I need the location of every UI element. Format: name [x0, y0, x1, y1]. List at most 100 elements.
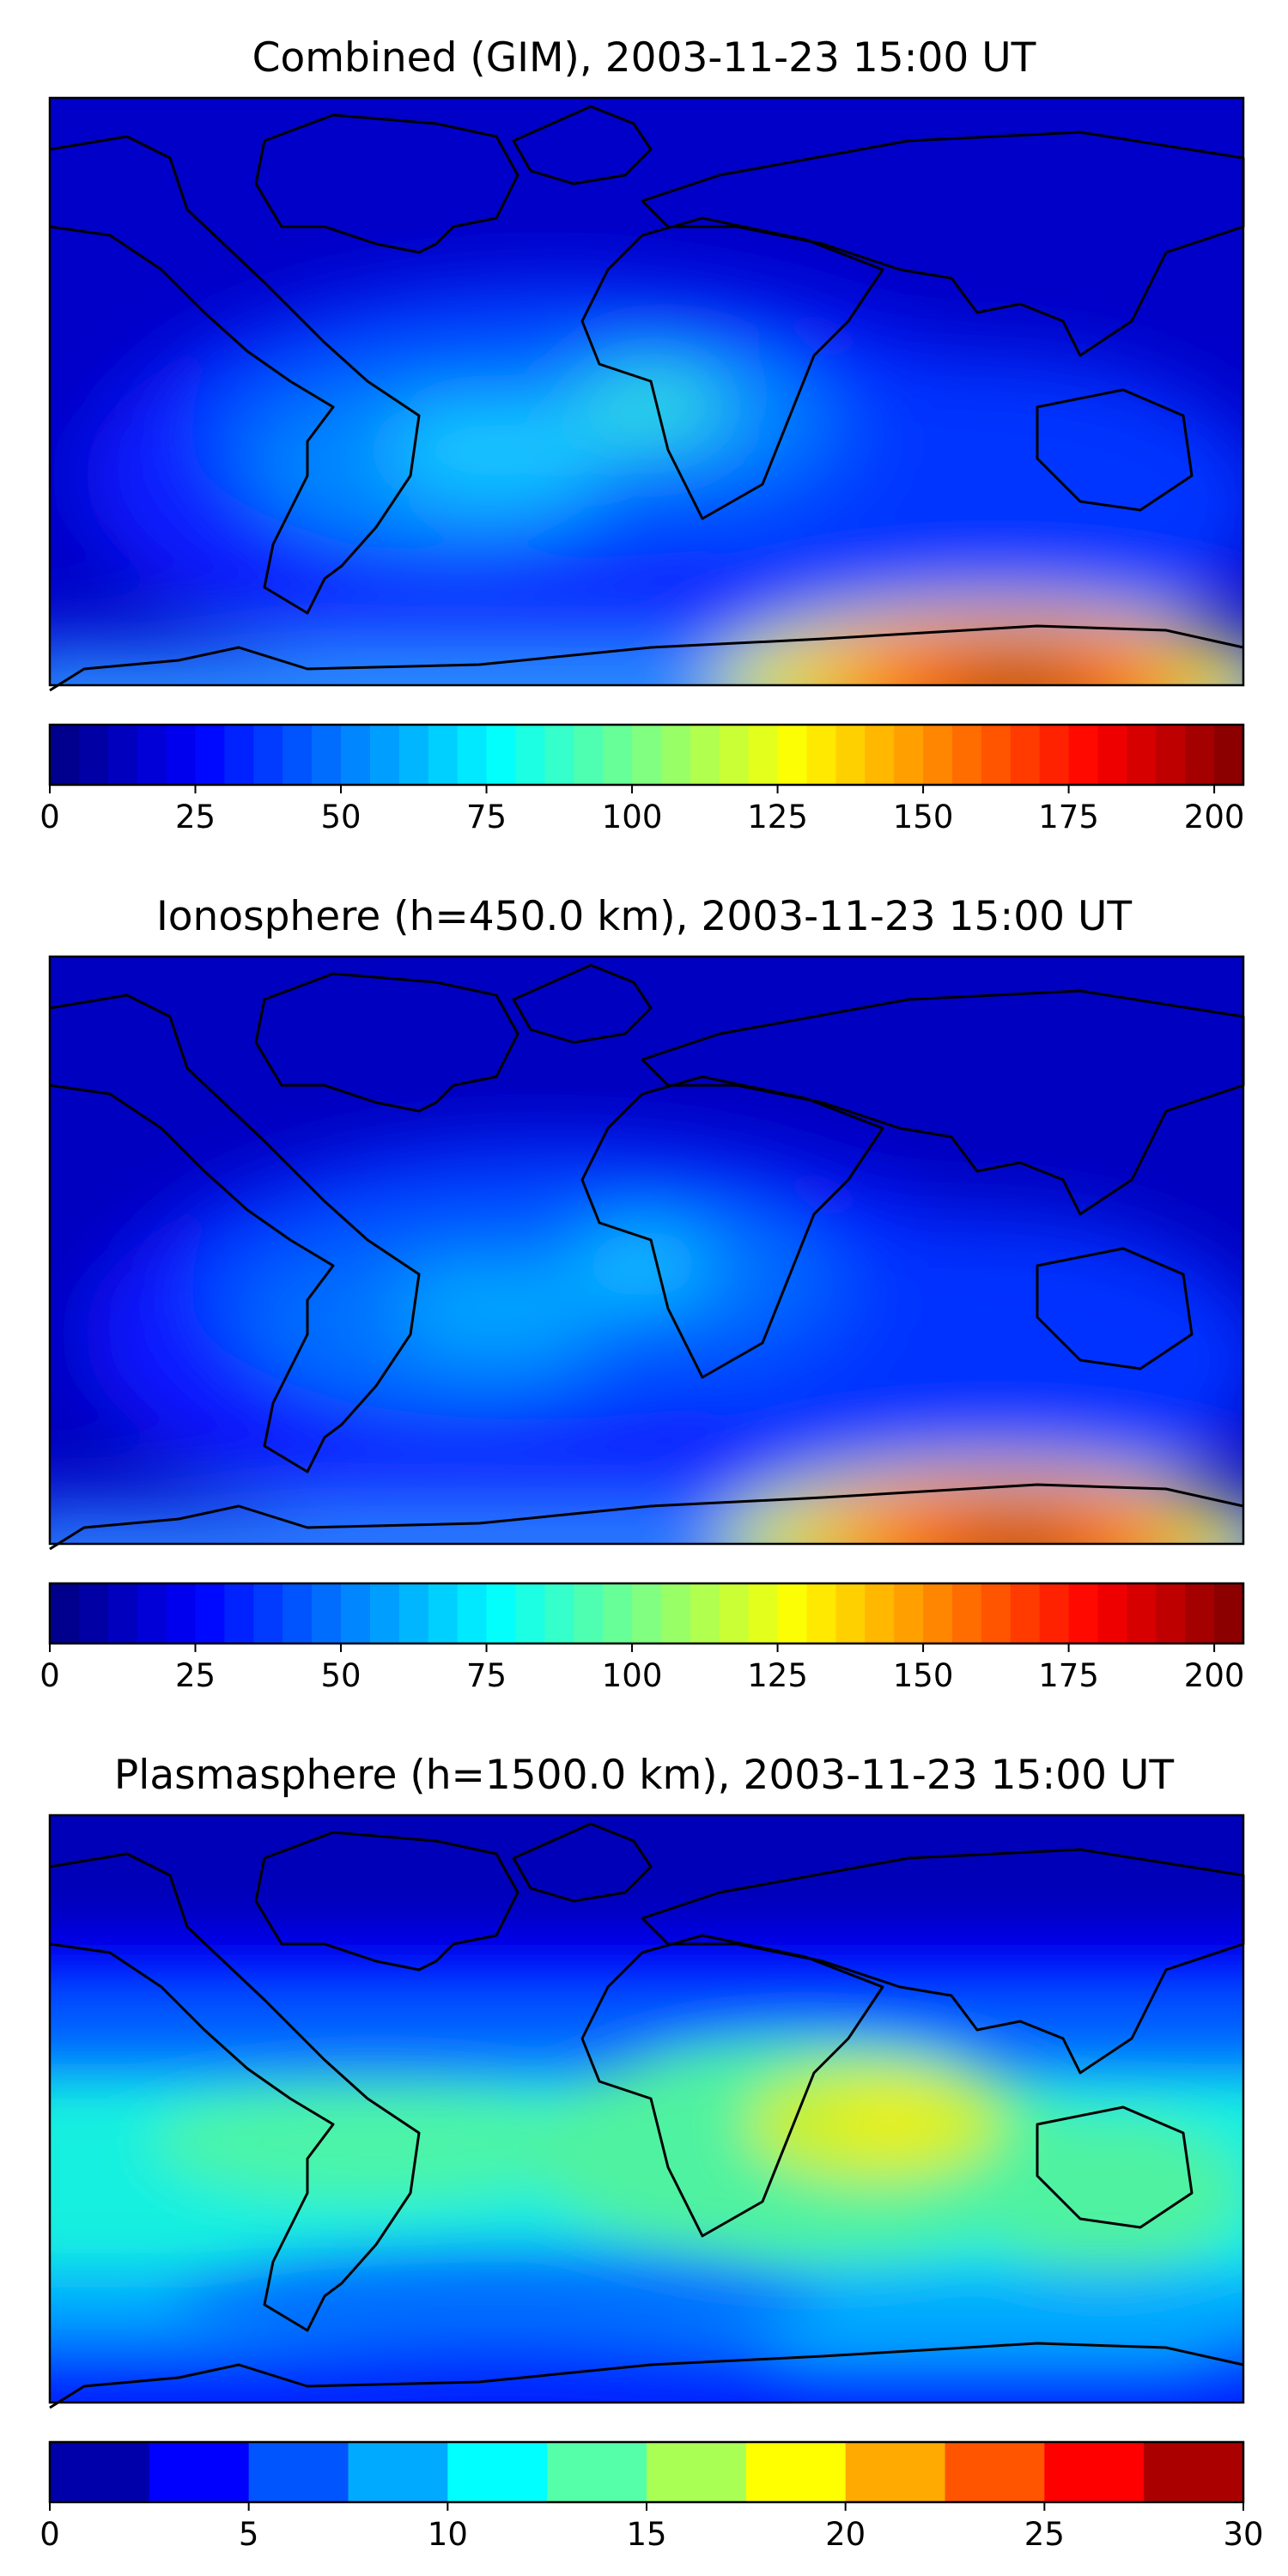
field-blobs [50, 1815, 1243, 2403]
colorbar-swatch [1214, 725, 1244, 785]
colorbar-swatch [107, 1583, 138, 1643]
colorbar-swatch [195, 725, 226, 785]
colorbar-swatch [166, 725, 197, 785]
colorbar-swatch [78, 725, 109, 785]
field-blobs [50, 278, 1243, 685]
title-combined: Combined (GIM), 2003-11-23 15:00 UT [252, 34, 1036, 82]
colorbar-tick-label: 100 [602, 1657, 663, 1694]
colorbar-swatch [603, 1583, 633, 1643]
colorbar-swatch [1185, 725, 1215, 785]
colorbar-swatch [1039, 725, 1070, 785]
map-combined [48, 96, 1245, 692]
colorbar-tick-label: 0 [39, 2516, 60, 2553]
colorbar-combined: 0 25 50 75 100 125 150 175 200 [39, 723, 1245, 835]
colorbar-swatch [1068, 725, 1099, 785]
colorbar-swatch [923, 1583, 953, 1643]
colorbar-swatch [574, 1583, 604, 1643]
tec-field-combined [50, 98, 1243, 685]
colorbar-tick-label: 10 [428, 2516, 468, 2553]
map-plasmasphere [48, 1814, 1245, 2409]
colorbar-swatch [224, 1583, 254, 1643]
coastlines [49, 963, 1245, 1551]
colorbar-swatch [253, 725, 283, 785]
colorbar-tick-label: 5 [239, 2516, 259, 2553]
colorbar-swatch [835, 725, 866, 785]
colorbar-swatch [195, 1583, 226, 1643]
colorbar-swatch [78, 1583, 109, 1643]
colorbar-swatch [457, 725, 488, 785]
colorbar-swatch [312, 1583, 342, 1643]
coastlines [49, 1822, 1245, 2409]
colorbar-tick-label: 0 [39, 799, 60, 835]
colorbar-swatch [835, 1583, 866, 1643]
colorbar-swatch [544, 1583, 574, 1643]
colorbar-frame [48, 723, 1245, 787]
colorbar-swatch [1010, 1583, 1041, 1643]
colorbar-tick-label: 75 [466, 799, 507, 835]
colorbar-swatch [1010, 725, 1041, 785]
colorbar-swatch [845, 2442, 946, 2502]
colorbar-swatch [137, 725, 167, 785]
colorbar-swatch [515, 725, 545, 785]
colorbar-swatch [690, 725, 720, 785]
colorbar-tick-label: 15 [626, 2516, 666, 2553]
plot-frame [48, 1814, 1245, 2404]
colorbar-swatch [894, 725, 924, 785]
colorbar-swatch [603, 725, 633, 785]
colorbar-swatch [149, 2442, 250, 2502]
colorbar-swatch [945, 2442, 1045, 2502]
colorbar-swatch [1144, 2442, 1244, 2502]
colorbar-swatch [544, 725, 574, 785]
colorbar-swatch [50, 2442, 150, 2502]
colorbar-swatch [348, 2442, 448, 2502]
tec-field-ionosphere [50, 957, 1243, 1544]
colorbar-swatch [137, 1583, 167, 1643]
colorbar-swatch [50, 725, 80, 785]
colorbar-swatch [981, 725, 1012, 785]
colorbar-swatch [1068, 1583, 1099, 1643]
colorbar-swatch [660, 725, 691, 785]
colorbar-swatch [690, 1583, 720, 1643]
colorbar-swatch [806, 725, 836, 785]
colorbar-swatch [224, 725, 254, 785]
colorbar-swatch [1127, 1583, 1157, 1643]
panel-combined: Combined (GIM), 2003-11-23 15:00 UT [39, 34, 1245, 835]
tec-field-plasmasphere [50, 1815, 1243, 2403]
colorbar-swatch [1044, 2442, 1145, 2502]
plot-frame [48, 955, 1245, 1546]
panel-ionosphere: Ionosphere (h=450.0 km), 2003-11-23 15:0… [39, 893, 1245, 1694]
colorbar-swatch [923, 725, 953, 785]
colorbar-swatch [1185, 1583, 1215, 1643]
colorbar-swatch [428, 1583, 459, 1643]
colorbar-swatch [398, 1583, 429, 1643]
colorbar-tick-label: 25 [1024, 2516, 1065, 2553]
colorbar-tick-label: 150 [893, 799, 954, 835]
colorbar-swatch [369, 1583, 400, 1643]
colorbar-swatch [1127, 725, 1157, 785]
colorbar-tick-label: 200 [1184, 1657, 1245, 1694]
colorbar-tick-label: 20 [825, 2516, 866, 2553]
colorbar-swatch [951, 725, 982, 785]
colorbar-swatch [369, 725, 400, 785]
coastlines [49, 105, 1245, 692]
colorbar-swatch [547, 2442, 647, 2502]
colorbar-swatch [1156, 725, 1186, 785]
colorbar-tick-label: 50 [320, 1657, 361, 1694]
colorbar-swatch [748, 1583, 779, 1643]
colorbar-swatch [312, 725, 342, 785]
colorbar-tick-label: 25 [175, 1657, 216, 1694]
colorbar-swatch [745, 2442, 847, 2502]
colorbar-tick-label: 150 [893, 1657, 954, 1694]
colorbar-swatch [253, 1583, 283, 1643]
colorbar-swatch [283, 1583, 313, 1643]
colorbar-swatch [951, 1583, 982, 1643]
colorbar-tick-label: 0 [39, 1657, 60, 1694]
colorbar-tick-label: 175 [1038, 799, 1099, 835]
colorbar-tick-label: 25 [175, 799, 216, 835]
colorbar-swatch [865, 725, 895, 785]
colorbar-swatch [777, 1583, 808, 1643]
panel-plasmasphere: Plasmasphere (h=1500.0 km), 2003-11-23 1… [39, 1752, 1263, 2553]
map-ionosphere [48, 955, 1245, 1551]
plot-frame [48, 96, 1245, 687]
